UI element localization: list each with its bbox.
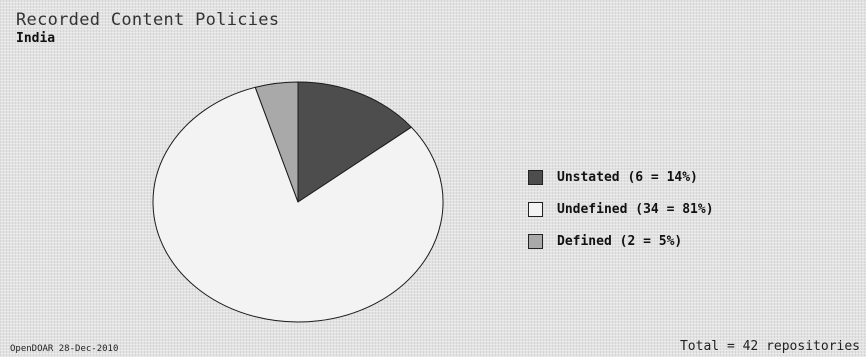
pie-slice-1 bbox=[152, 86, 444, 323]
legend-item: Defined (2 = 5%) bbox=[528, 225, 714, 257]
pie-slice-0 bbox=[297, 81, 413, 203]
chart-title: Recorded Content Policies bbox=[16, 10, 280, 30]
total-footer: Total = 42 repositories bbox=[679, 339, 860, 354]
chart-subtitle: India bbox=[16, 31, 56, 46]
legend-label: Undefined (34 = 81%) bbox=[557, 201, 714, 217]
legend-item: Unstated (6 = 14%) bbox=[528, 161, 714, 193]
source-footer: OpenDOAR 28-Dec-2010 bbox=[10, 344, 119, 354]
legend-item: Undefined (34 = 81%) bbox=[528, 193, 714, 225]
legend-swatch bbox=[528, 233, 543, 249]
pie-slice-2 bbox=[254, 81, 299, 203]
legend-label: Defined (2 = 5%) bbox=[557, 233, 683, 249]
legend-swatch bbox=[528, 169, 543, 185]
chart-legend: Unstated (6 = 14%) Undefined (34 = 81%) … bbox=[528, 161, 714, 257]
legend-label: Unstated (6 = 14%) bbox=[557, 169, 698, 185]
legend-swatch bbox=[528, 201, 543, 217]
